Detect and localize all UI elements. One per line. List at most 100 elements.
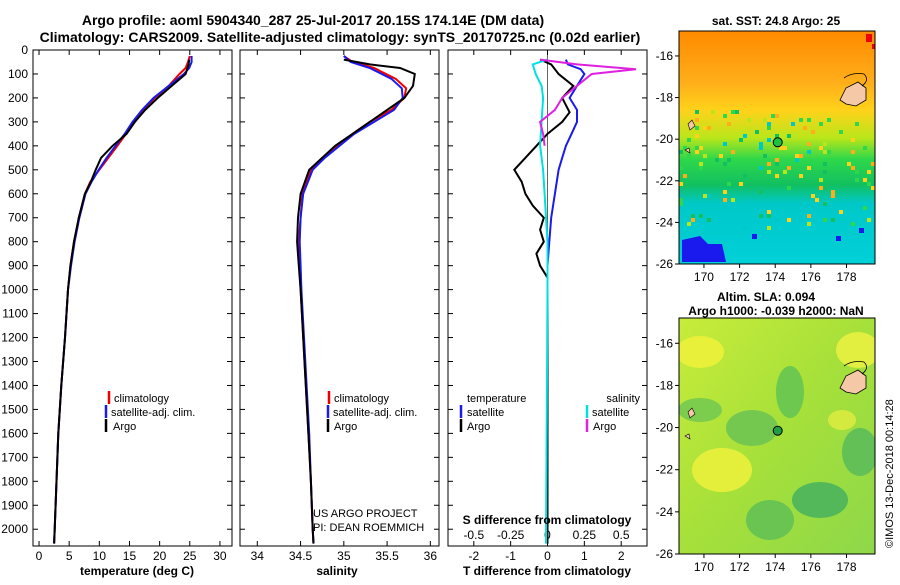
map-y-tick-label: -16 (656, 49, 674, 63)
map-y-tick-label: -18 (656, 91, 674, 105)
legend-label-satellite: satellite-adj. clim. (333, 407, 417, 419)
sst-pixel (767, 214, 771, 218)
depth-tick-label: 2000 (1, 522, 28, 536)
sst-pixel (799, 174, 803, 178)
sst-pixel (807, 142, 811, 146)
sst-cold-pixel (836, 236, 841, 241)
sst-pixel (699, 166, 703, 170)
sst-pixel (775, 114, 779, 118)
map-x-tick-label: 170 (694, 560, 714, 574)
x-tick-label: 35.5 (375, 549, 399, 563)
sst-pixel (831, 218, 835, 222)
sst-pixel (767, 122, 771, 126)
sst-pixel (735, 110, 739, 114)
sst-pixel (763, 118, 767, 122)
sla-map-axes: 170 172 174 176 178 -16 -18 -20 -22 -24 -26 (656, 336, 857, 574)
sst-pixel (711, 110, 715, 114)
series-line-s-argo (538, 58, 637, 146)
temperature-x-ticks: 0 5 10 15 20 25 30 (36, 50, 227, 563)
sst-pixel (867, 170, 871, 174)
salinity-legend: climatology satellite-adj. clim. Argo (326, 391, 417, 433)
x-tick-label: 1 (581, 549, 588, 563)
depth-tick-label: 1900 (1, 498, 28, 512)
series-line-satellite-adj-clim- (298, 55, 404, 544)
map-x-tick-label: 172 (730, 270, 750, 284)
legend-label-s-argo: Argo (593, 421, 616, 433)
sla-low-blob (792, 482, 848, 518)
sst-pixel (743, 226, 747, 230)
sst-pixel (679, 202, 683, 206)
sst-pixel (763, 154, 767, 158)
sst-pixel (747, 118, 751, 122)
map-y-tick-label: -20 (656, 421, 674, 435)
sst-pixel (819, 146, 823, 150)
legend-label-t-satellite: satellite (467, 407, 504, 419)
x-tick-label: 10 (93, 549, 107, 563)
sst-pixel-noise (679, 110, 875, 230)
difference-x-label: T difference from climatology (463, 564, 631, 578)
sst-pixel (871, 210, 875, 214)
depth-tick-label: 1600 (1, 426, 28, 440)
sst-pixel (731, 110, 735, 114)
sst-pixel (767, 170, 771, 174)
sst-pixel (695, 118, 699, 122)
temperature-x-label: temperature (deg C) (80, 564, 194, 578)
sla-argo-marker (772, 425, 783, 436)
sla-map-frame (678, 317, 876, 555)
sst-map-axes: 170 172 174 176 178 -16 -18 -20 -22 -24 -26 (656, 49, 857, 284)
depth-tick-label: 1500 (1, 402, 28, 416)
sst-pixel (759, 166, 763, 170)
sst-pixel (795, 158, 799, 162)
sst-pixel (691, 214, 695, 218)
x-tick-label: 34.5 (289, 549, 313, 563)
x-tick-label: 15 (123, 549, 137, 563)
map-x-tick-label: 174 (765, 560, 785, 574)
map-y-tick-label: -18 (656, 378, 674, 392)
sst-pixel (707, 218, 711, 222)
sst-pixel (707, 126, 711, 130)
x-tick-label: 0 (36, 549, 43, 563)
top-tick-label: 0.5 (613, 528, 630, 542)
sst-pixel (787, 186, 791, 190)
depth-tick-label: 700 (8, 211, 28, 225)
series-line-satellite-adj-clim- (53, 56, 193, 544)
sst-pixel (687, 154, 691, 158)
map-y-tick-label: -26 (656, 547, 674, 561)
sst-pixel (695, 146, 699, 150)
sst-pixel (871, 162, 875, 166)
legend-label-climatology: climatology (334, 393, 390, 405)
imos-stamp: ©IMOS 13-Dec-2018 00:14:28 (884, 399, 896, 548)
sst-pixel (727, 158, 731, 162)
map-y-tick-label: -22 (656, 174, 674, 188)
sst-pixel (823, 170, 827, 174)
sst-pixel (775, 218, 779, 222)
depth-tick-label: 200 (8, 91, 28, 105)
sst-pixel (691, 218, 695, 222)
sst-pixel (823, 162, 827, 166)
sst-pixel (795, 154, 799, 158)
sst-pixel (703, 154, 707, 158)
sla-low-blob (746, 500, 794, 540)
sst-pixel (867, 218, 871, 222)
sla-low-blob (679, 398, 722, 422)
sst-pixel (851, 138, 855, 142)
sla-low-blob (726, 410, 778, 446)
sst-pixel (731, 150, 735, 154)
depth-tick-label: 1800 (1, 474, 28, 488)
sst-pixel (707, 194, 711, 198)
sla-high-blob (692, 448, 752, 492)
sst-pixel (787, 134, 791, 138)
sst-pixel (727, 122, 731, 126)
sst-cold-pixel (859, 228, 864, 233)
x-tick-label: 5 (66, 549, 73, 563)
credit-line-2: PI: DEAN ROEMMICH (313, 522, 424, 534)
map-y-tick-label: -24 (656, 505, 674, 519)
sst-pixel (771, 114, 775, 118)
depth-tick-label: 1400 (1, 378, 28, 392)
sst-pixel (743, 134, 747, 138)
series-line-argo (53, 59, 191, 544)
sst-pixel (787, 166, 791, 170)
legend-label-t-argo: Argo (467, 421, 490, 433)
sst-pixel (759, 146, 763, 150)
depth-tick-label: 300 (8, 115, 28, 129)
